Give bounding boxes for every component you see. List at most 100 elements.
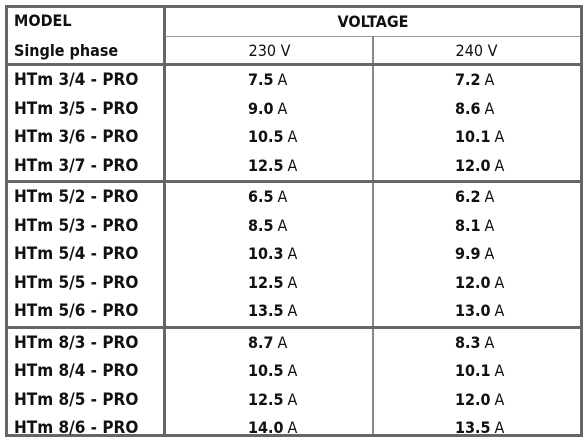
divider (163, 8, 166, 434)
model-cell: HTm 3/7 - PRO (14, 155, 139, 176)
header-phase: Single phase (14, 41, 119, 60)
unit: A (287, 244, 298, 263)
unit: A (287, 272, 298, 292)
unit: A (287, 127, 298, 146)
value: 8.5 (248, 215, 274, 235)
value: 13.5 (248, 301, 284, 320)
value-cell: 10.5 A (248, 357, 297, 385)
value: 6.5 (248, 187, 274, 206)
value-cell: 8.3 A (455, 329, 494, 357)
value-cell: 9.9 A (455, 240, 494, 268)
header-model: MODEL (14, 11, 72, 30)
unit: A (287, 361, 298, 380)
unit: A (494, 127, 505, 146)
unit: A (494, 272, 505, 292)
unit: A (277, 215, 288, 235)
unit: A (494, 418, 505, 437)
divider (8, 63, 580, 66)
value-cell: 6.5 A (248, 183, 287, 211)
value-cell: 12.0 A (455, 269, 504, 297)
value: 9.0 (248, 98, 274, 118)
value-cell: 9.0 A (248, 95, 287, 123)
value-cell: 8.6 A (455, 95, 494, 123)
model-cell: HTm 5/6 - PRO (14, 301, 139, 321)
unit: A (484, 98, 495, 118)
unit: A (277, 98, 288, 118)
unit: A (494, 155, 505, 175)
value-cell: 8.7 A (248, 329, 287, 357)
header-240: 240 V (455, 41, 498, 60)
value: 12.0 (455, 155, 491, 175)
unit: A (287, 155, 298, 175)
unit: A (287, 418, 298, 437)
unit: A (484, 215, 495, 235)
unit: A (494, 389, 505, 409)
model-cell: HTm 3/5 - PRO (14, 98, 139, 119)
model-cell: HTm 5/5 - PRO (14, 272, 139, 293)
unit: A (287, 301, 298, 320)
divider (8, 325, 580, 329)
value-cell: 10.3 A (248, 240, 297, 268)
divider (8, 180, 580, 183)
value-cell: 7.5 A (248, 66, 287, 94)
model-cell: HTm 8/5 - PRO (14, 389, 139, 410)
value: 10.1 (455, 361, 491, 380)
model-cell: HTm 8/3 - PRO (14, 332, 139, 353)
value-cell: 6.2 A (455, 183, 494, 211)
unit: A (287, 389, 298, 409)
value-cell: 10.5 A (248, 123, 297, 151)
value-cell: 12.5 A (248, 386, 297, 414)
value: 9.9 (455, 244, 481, 263)
value-cell: 12.5 A (248, 269, 297, 297)
model-cell: HTm 8/4 - PRO (14, 361, 139, 381)
model-cell: HTm 5/2 - PRO (14, 187, 139, 207)
unit: A (494, 301, 505, 320)
value-cell: 7.2 A (455, 66, 494, 94)
value: 10.1 (455, 127, 491, 146)
value: 12.5 (248, 272, 284, 292)
unit: A (277, 332, 288, 352)
value: 8.6 (455, 98, 481, 118)
divider (372, 36, 374, 434)
value: 13.5 (455, 418, 491, 437)
value: 14.0 (248, 418, 284, 437)
table: MODEL VOLTAGE Single phase 230 V 240 V H… (5, 5, 583, 438)
model-cell: HTm 3/6 - PRO (14, 127, 139, 147)
value-cell: 13.5 A (455, 414, 504, 442)
value-cell: 12.0 A (455, 386, 504, 414)
model-cell: HTm 5/3 - PRO (14, 215, 139, 236)
unit: A (494, 361, 505, 380)
header-voltage: VOLTAGE (337, 12, 409, 31)
value: 10.3 (248, 244, 284, 263)
value: 12.5 (248, 389, 284, 409)
value: 8.1 (455, 215, 481, 235)
value: 10.5 (248, 361, 284, 380)
value-cell: 8.1 A (455, 212, 494, 240)
value-cell: 10.1 A (455, 123, 504, 151)
unit: A (484, 244, 495, 263)
unit: A (484, 332, 495, 352)
unit: A (484, 70, 495, 89)
value-cell: 8.5 A (248, 212, 287, 240)
value-cell: 13.5 A (248, 297, 297, 325)
model-cell: HTm 3/4 - PRO (14, 70, 139, 90)
unit: A (484, 187, 495, 206)
value: 8.7 (248, 332, 274, 352)
value-cell: 13.0 A (455, 297, 504, 325)
header-230: 230 V (248, 41, 291, 60)
value: 7.2 (455, 70, 481, 89)
value-cell: 10.1 A (455, 357, 504, 385)
unit: A (277, 70, 288, 89)
value: 12.5 (248, 155, 284, 175)
unit: A (277, 187, 288, 206)
value: 7.5 (248, 70, 274, 89)
model-cell: HTm 5/4 - PRO (14, 244, 139, 264)
model-cell: HTm 8/6 - PRO (14, 418, 139, 438)
value: 8.3 (455, 332, 481, 352)
value: 13.0 (455, 301, 491, 320)
value: 12.0 (455, 389, 491, 409)
value: 10.5 (248, 127, 284, 146)
value: 12.0 (455, 272, 491, 292)
value-cell: 12.0 A (455, 152, 504, 180)
